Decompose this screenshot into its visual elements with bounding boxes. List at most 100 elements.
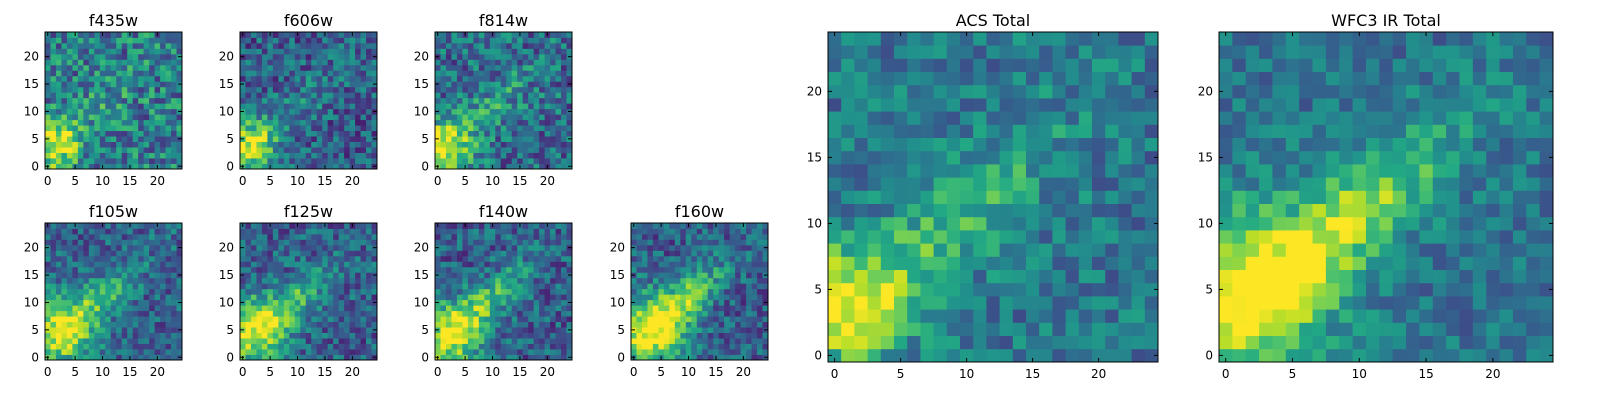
heatmap-cell [289, 349, 296, 355]
heatmap-cell [500, 114, 507, 121]
heatmap-cell [561, 158, 567, 164]
heatmap-cell [445, 53, 452, 60]
heatmap-cell [933, 150, 948, 165]
heatmap-cell [245, 288, 252, 295]
heatmap-cell [495, 283, 502, 290]
heatmap-cell [127, 261, 134, 268]
heatmap-cell [105, 141, 112, 148]
heatmap-cell [105, 147, 112, 153]
heatmap-cell [45, 277, 51, 284]
heatmap-cell [105, 125, 112, 132]
heatmap-cell [289, 310, 296, 317]
heatmap-cell [77, 97, 84, 104]
heatmap-cell [250, 294, 257, 301]
heatmap-cell [344, 305, 350, 312]
heatmap-cell [533, 108, 540, 115]
heatmap-cell [327, 349, 334, 355]
heatmap-cell [462, 158, 469, 164]
heatmap-cell [718, 233, 725, 240]
heatmap-cell [451, 250, 458, 257]
heatmap-cell [50, 316, 57, 323]
heatmap-cell [355, 305, 361, 312]
heatmap-cell [261, 53, 268, 60]
heatmap-cell [110, 114, 117, 121]
heatmap-cell [451, 354, 458, 361]
heatmap-cell [511, 32, 518, 38]
heatmap-cell [539, 277, 545, 284]
heatmap-cell [250, 136, 257, 142]
heatmap-cell [522, 130, 529, 137]
heatmap-cell [1012, 309, 1027, 323]
heatmap-cell [555, 53, 562, 60]
heatmap-cell [66, 136, 73, 142]
heatmap-cell [663, 266, 670, 273]
heatmap-cell [366, 261, 372, 268]
heatmap-cell [250, 114, 257, 121]
heatmap-cell [1118, 230, 1132, 244]
heatmap-cell [371, 125, 378, 132]
heatmap-cell [636, 272, 643, 279]
heatmap-cell [61, 299, 68, 306]
heatmap-cell [338, 125, 345, 132]
heatmap-cell [751, 244, 758, 251]
heatmap-cell [445, 32, 452, 38]
heatmap-cell [1026, 256, 1040, 270]
heatmap-cell [544, 97, 551, 104]
heatmap-cell [467, 305, 474, 312]
heatmap-cell [327, 250, 334, 257]
heatmap-cell [83, 130, 90, 137]
heatmap-cell [360, 163, 367, 170]
heatmap-cell [294, 250, 301, 257]
heatmap-cell [1078, 216, 1093, 231]
heatmap-cell [143, 108, 150, 115]
heatmap-cell [138, 53, 145, 60]
heatmap-cell [322, 42, 329, 49]
heatmap-cell [1026, 309, 1040, 323]
heatmap-cell [250, 321, 257, 328]
heatmap-cell [456, 152, 463, 159]
heatmap-cell [154, 75, 161, 82]
heatmap-cell [72, 103, 79, 110]
heatmap-cell [1052, 269, 1066, 284]
heatmap-cell [533, 239, 540, 246]
heatmap-cell [66, 158, 73, 164]
heatmap-cell [94, 141, 101, 148]
heatmap-cell [355, 239, 361, 246]
heatmap-cell [127, 108, 134, 115]
heatmap-cell [489, 108, 496, 115]
heatmap-cell [724, 310, 731, 317]
heatmap-cell [1026, 203, 1040, 218]
heatmap-cell [539, 114, 545, 121]
heatmap-cell [762, 277, 769, 284]
heatmap-cell [550, 233, 556, 240]
heatmap-cell [489, 255, 496, 262]
heatmap-cell [355, 81, 361, 88]
heatmap-cell [349, 147, 356, 153]
heatmap-cell [729, 228, 736, 235]
heatmap-cell [360, 70, 367, 77]
heatmap-cell [149, 130, 155, 137]
heatmap-cell [702, 228, 709, 235]
heatmap-cell [511, 163, 518, 170]
heatmap-cell [561, 223, 567, 229]
heatmap-cell [240, 228, 246, 235]
heatmap-cell [72, 277, 79, 284]
heatmap-cell [652, 244, 659, 251]
heatmap-cell [132, 70, 139, 77]
heatmap-cell [83, 53, 90, 60]
heatmap-cell [533, 310, 540, 317]
heatmap-cell [349, 103, 356, 110]
heatmap-cell [366, 59, 372, 66]
heatmap-cell [300, 75, 307, 82]
heatmap-cell [305, 114, 312, 121]
heatmap-cell [894, 164, 908, 178]
heatmap-cell [539, 299, 545, 306]
heatmap-cell [105, 119, 112, 126]
heatmap-cell [462, 349, 469, 355]
heatmap-cell [349, 283, 356, 290]
heatmap-cell [327, 283, 334, 290]
heatmap-cell [66, 233, 73, 240]
heatmap-cell [66, 338, 73, 344]
heatmap-cell [366, 103, 372, 110]
heatmap-cell [283, 354, 290, 361]
